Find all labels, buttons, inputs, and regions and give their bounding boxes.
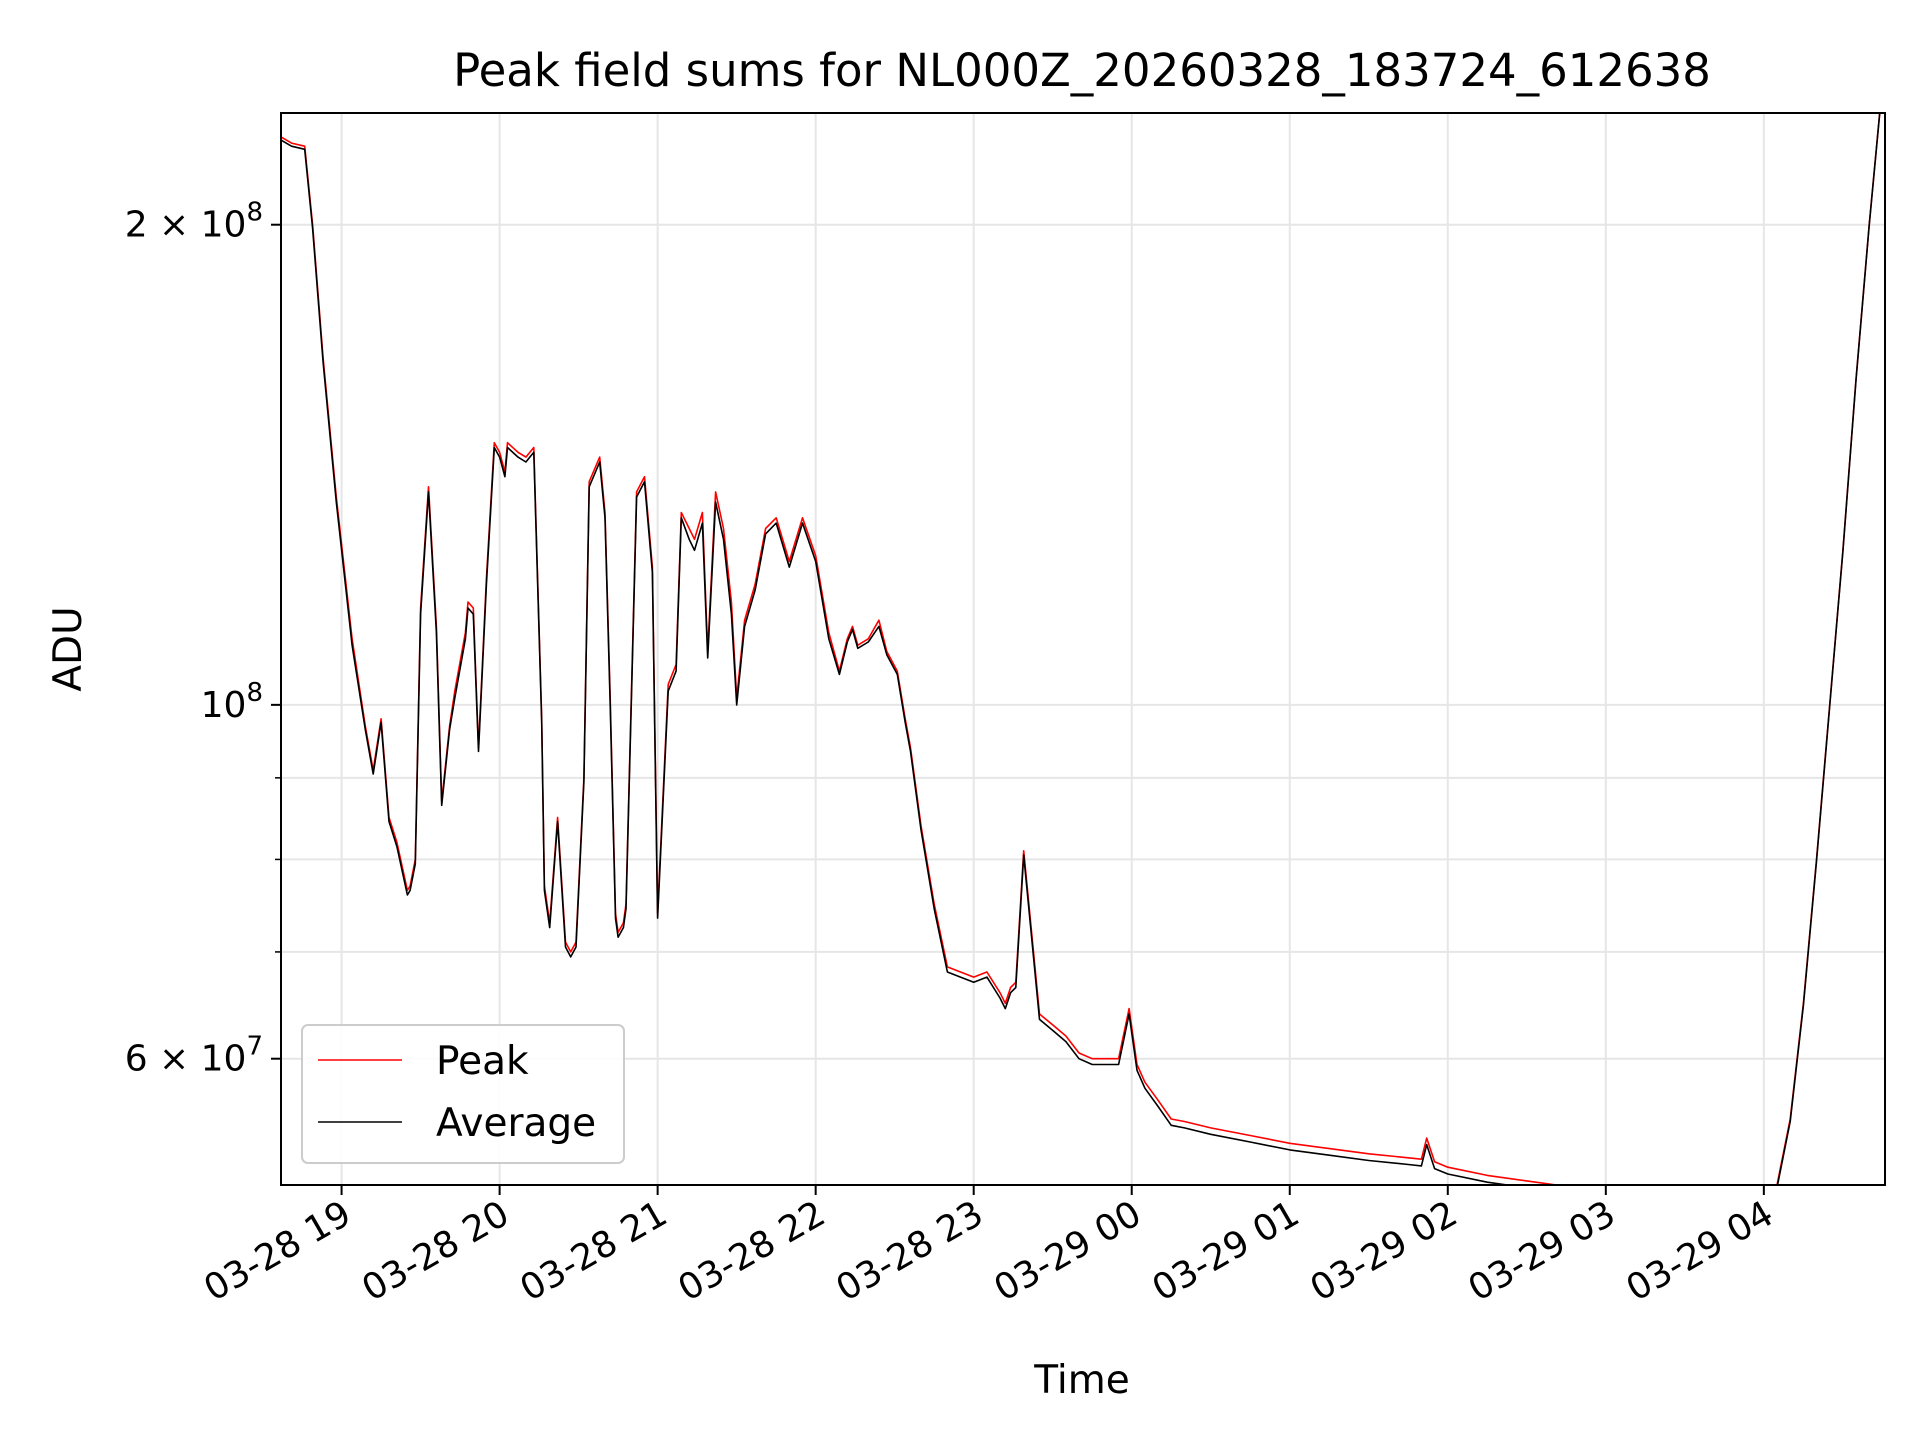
y-axis-label: ADU [46,606,91,691]
legend: Peak Average [301,1024,625,1164]
legend-label-peak: Peak [436,1039,529,1084]
plot-frame [280,112,1886,1186]
series-lines [281,113,1881,1185]
y-tick-label: 6 × 107 [125,1032,263,1080]
chart-title: Peak field sums for NL000Z_20260328_1837… [453,44,1711,97]
legend-label-average: Average [436,1101,596,1146]
x-axis-label: Time [1033,1358,1129,1403]
y-tick-label: 108 [201,678,263,726]
y-tick-label: 2 × 108 [125,198,263,246]
series-line-average [281,113,1881,1185]
y-axis-ticks: 2 × 108 108 6 × 107 [125,198,281,1080]
series-line-peak [281,113,1881,1185]
